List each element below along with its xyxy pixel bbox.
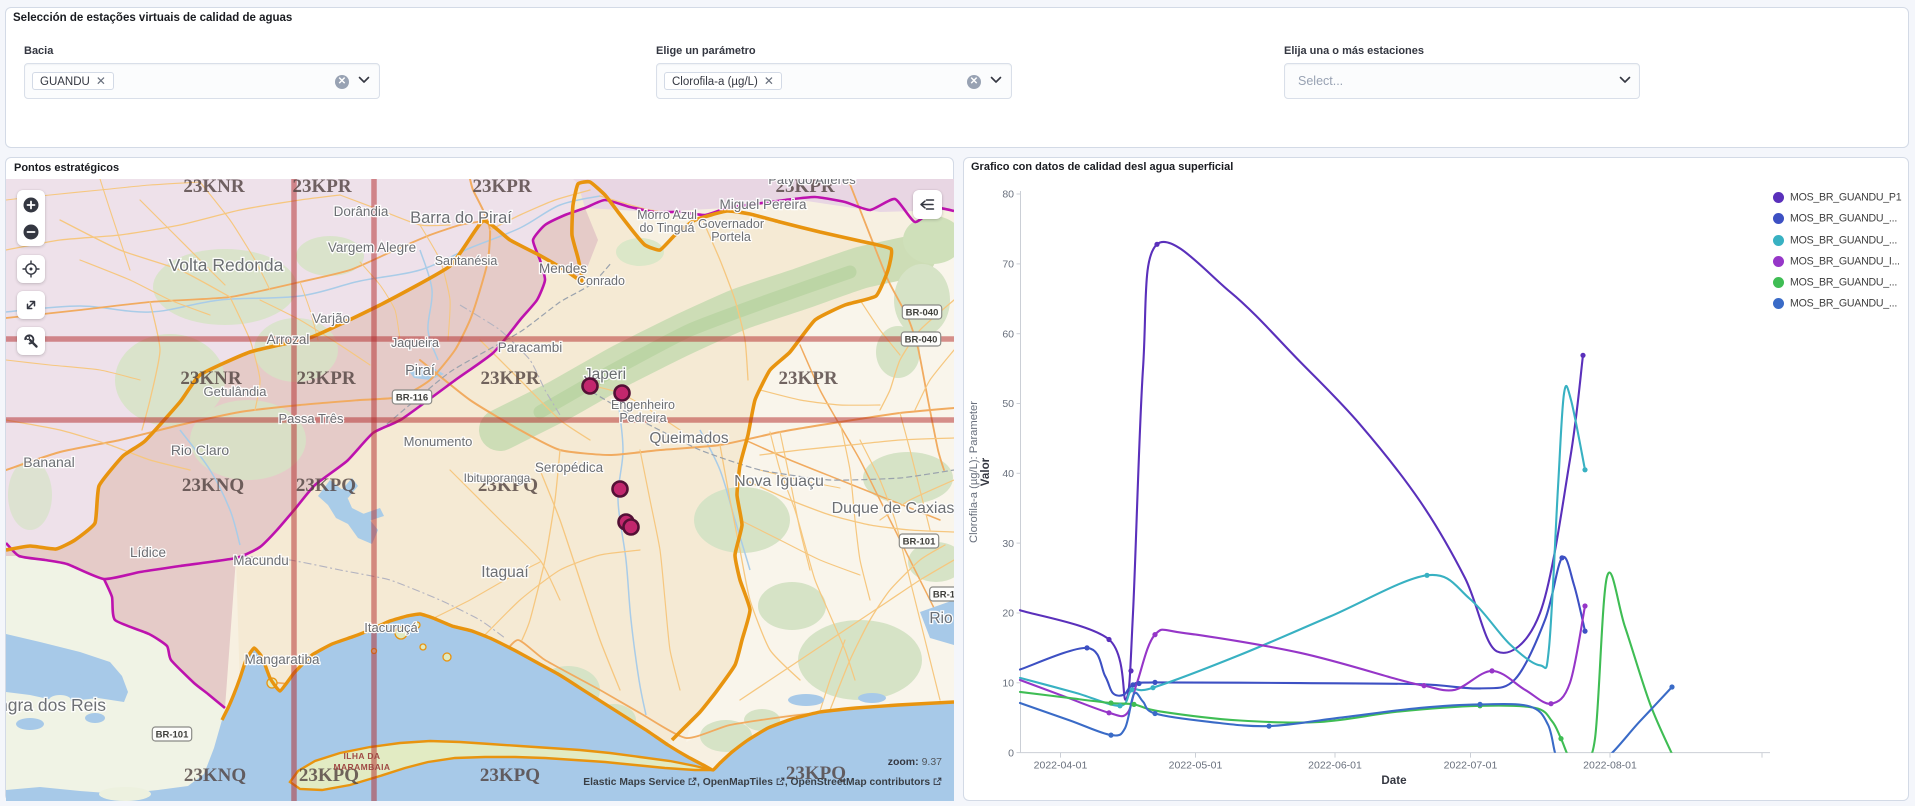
svg-text:Jaqueira: Jaqueira — [391, 336, 439, 350]
svg-text:23KPR: 23KPR — [296, 368, 355, 389]
svg-text:Vargem Alegre: Vargem Alegre — [328, 240, 416, 255]
svg-text:0: 0 — [1008, 747, 1014, 759]
svg-text:50: 50 — [1002, 398, 1014, 410]
svg-text:Ibituporanga: Ibituporanga — [464, 471, 531, 485]
svg-text:Passa Três: Passa Três — [278, 411, 344, 426]
svg-text:2022-04-01: 2022-04-01 — [1034, 760, 1088, 772]
svg-text:2022-05-01: 2022-05-01 — [1169, 760, 1223, 772]
svg-text:2022-06-01: 2022-06-01 — [1308, 760, 1362, 772]
svg-text:Monumento: Monumento — [404, 434, 473, 449]
svg-text:Miguel Pereira: Miguel Pereira — [719, 197, 807, 212]
svg-text:10: 10 — [1002, 678, 1014, 690]
svg-text:Arrozal: Arrozal — [267, 332, 310, 347]
svg-text:Volta Redonda: Volta Redonda — [169, 255, 284, 275]
svg-text:ngra dos Reis: ngra dos Reis — [6, 695, 106, 715]
svg-text:Conrado: Conrado — [577, 274, 625, 288]
svg-text:Paracambi: Paracambi — [498, 340, 563, 355]
svg-text:Itacuruçá: Itacuruçá — [364, 620, 418, 635]
svg-text:20: 20 — [1002, 608, 1014, 620]
svg-text:23KNQ: 23KNQ — [184, 765, 246, 786]
svg-text:Mangaratiba: Mangaratiba — [244, 652, 320, 667]
svg-text:Clorofila-a (µg/L): Parameter: Clorofila-a (µg/L): Parameter — [968, 401, 980, 543]
svg-text:BR-101: BR-101 — [156, 730, 189, 741]
svg-text:Pedreira: Pedreira — [619, 411, 666, 425]
svg-text:70: 70 — [1002, 259, 1014, 271]
svg-text:Engenheiro: Engenheiro — [611, 398, 675, 412]
svg-text:Macundu: Macundu — [233, 553, 289, 568]
svg-text:Santanésia: Santanésia — [435, 254, 498, 268]
svg-text:Portela: Portela — [711, 230, 751, 244]
svg-text:40: 40 — [1002, 468, 1014, 480]
svg-text:23KPR: 23KPR — [292, 179, 351, 197]
svg-text:Rio: Rio — [929, 610, 952, 627]
svg-text:Lídice: Lídice — [130, 545, 166, 560]
svg-text:BR-040: BR-040 — [906, 308, 939, 319]
svg-text:ILHA DA: ILHA DA — [344, 751, 381, 761]
svg-text:23KPQ: 23KPQ — [478, 475, 538, 496]
svg-text:Itaguaí: Itaguaí — [481, 564, 529, 581]
svg-text:23KPQ: 23KPQ — [299, 765, 359, 786]
svg-text:23KNR: 23KNR — [180, 368, 242, 389]
svg-text:23KPR: 23KPR — [480, 368, 539, 389]
svg-text:Barra do Piraí: Barra do Piraí — [410, 209, 512, 227]
svg-text:Bananal: Bananal — [23, 454, 74, 470]
svg-text:2022-07-01: 2022-07-01 — [1444, 760, 1498, 772]
svg-text:Queimados: Queimados — [649, 430, 729, 447]
svg-text:Date: Date — [1381, 774, 1407, 787]
svg-text:Mendes: Mendes — [539, 261, 587, 276]
svg-text:23KNQ: 23KNQ — [182, 475, 244, 496]
svg-text:23KPQ: 23KPQ — [480, 765, 540, 786]
svg-text:BR-040: BR-040 — [905, 335, 938, 346]
svg-text:Valor: Valor — [979, 457, 992, 486]
svg-text:MARAMBAIA: MARAMBAIA — [334, 762, 391, 772]
svg-text:Seropédica: Seropédica — [535, 460, 604, 475]
svg-text:30: 30 — [1002, 538, 1014, 550]
svg-text:80: 80 — [1002, 189, 1014, 201]
svg-text:23KNR: 23KNR — [183, 179, 245, 197]
svg-text:Dorândia: Dorândia — [334, 204, 389, 219]
svg-text:Getulândia: Getulândia — [204, 384, 268, 399]
svg-text:23KPR: 23KPR — [778, 368, 837, 389]
svg-text:Nova Iguaçu: Nova Iguaçu — [734, 473, 824, 490]
svg-text:23KPR: 23KPR — [472, 179, 531, 197]
svg-text:BR-101: BR-101 — [903, 537, 936, 548]
svg-text:Piraí: Piraí — [405, 363, 435, 379]
svg-text:Rio Claro: Rio Claro — [171, 442, 230, 458]
svg-text:60: 60 — [1002, 328, 1014, 340]
svg-text:BR-1: BR-1 — [933, 590, 954, 601]
svg-text:do Tinguá: do Tinguá — [640, 221, 695, 235]
svg-text:Morro Azul: Morro Azul — [637, 208, 697, 222]
svg-text:Governador: Governador — [698, 217, 764, 231]
svg-text:Paty do Alferes: Paty do Alferes — [768, 179, 856, 187]
svg-text:23KPR: 23KPR — [775, 179, 834, 197]
svg-text:2022-08-01: 2022-08-01 — [1583, 760, 1637, 772]
svg-text:BR-116: BR-116 — [396, 393, 428, 404]
svg-text:Varjão: Varjão — [312, 311, 350, 326]
svg-text:23KPQ: 23KPQ — [786, 763, 846, 784]
svg-text:Duque de Caxias: Duque de Caxias — [832, 500, 954, 517]
svg-text:23KPQ: 23KPQ — [296, 475, 356, 496]
